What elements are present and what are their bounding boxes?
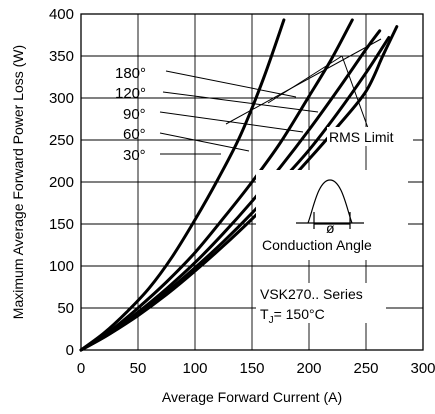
y-tick-label-100: 100 xyxy=(49,258,74,275)
y-tick-label-200: 200 xyxy=(49,174,74,191)
tj-label: TJ= 150°C xyxy=(260,306,325,326)
rms-line-a xyxy=(225,38,382,125)
rms-limit-label: RMS Limit xyxy=(329,129,394,145)
x-tick-label-0: 0 xyxy=(77,360,85,377)
device-info: VSK270.. Series TJ= 150°C xyxy=(256,283,386,326)
y-tick-label-250: 250 xyxy=(49,132,74,149)
device-info-bg xyxy=(256,283,386,323)
tj-prefix: T xyxy=(260,306,269,322)
curve-120-deg xyxy=(79,18,354,352)
label-60: 60° xyxy=(123,126,146,143)
x-tick-label-100: 100 xyxy=(182,360,207,377)
y-tick-label-350: 350 xyxy=(49,48,74,65)
leader-90 xyxy=(159,111,304,133)
curve-30-deg xyxy=(79,25,399,352)
half-sine-waveform xyxy=(307,179,353,224)
tick-layer: 0 50 100 150 200 250 300 0 50 100 150 200 250 300 350 4… xyxy=(49,6,435,377)
tj-value: = 150°C xyxy=(274,306,325,322)
x-tick-label-200: 200 xyxy=(296,360,321,377)
leader-120 xyxy=(162,91,319,113)
plot-frame xyxy=(80,13,424,351)
y-tick-label-150: 150 xyxy=(49,216,74,233)
y-tick-label-300: 300 xyxy=(49,90,74,107)
angle-leader-lines xyxy=(159,70,319,155)
label-180: 180° xyxy=(115,65,146,82)
series-label: VSK270.. Series xyxy=(260,286,363,302)
label-30: 30° xyxy=(123,147,146,164)
x-tick-label-300: 300 xyxy=(410,360,435,377)
x-tick-label-150: 150 xyxy=(239,360,264,377)
phi-symbol: ø xyxy=(326,220,335,236)
y-tick-label-50: 50 xyxy=(57,300,74,317)
inset-bg xyxy=(256,170,408,260)
leader-60 xyxy=(159,132,250,152)
curve-180-deg xyxy=(79,18,286,352)
y-axis-title: Maximum Average Forward Power Loss (W) xyxy=(10,45,26,319)
rms-line-b xyxy=(267,55,343,104)
x-tick-label-250: 250 xyxy=(353,360,378,377)
x-tick-label-50: 50 xyxy=(130,360,147,377)
y-tick-label-0: 0 xyxy=(66,342,74,359)
label-90: 90° xyxy=(123,106,146,123)
x-axis-title: Average Forward Current (A) xyxy=(162,389,342,405)
rms-label-bg xyxy=(327,127,413,146)
tj-subscript: J xyxy=(269,315,274,326)
label-120: 120° xyxy=(115,85,146,102)
leader-180 xyxy=(165,70,297,98)
conduction-angle-inset: ø Conduction Angle xyxy=(256,170,408,260)
curve-layer xyxy=(79,18,399,352)
conduction-angle-label: Conduction Angle xyxy=(262,237,372,253)
y-tick-label-400: 400 xyxy=(49,6,74,23)
rms-limit-lines xyxy=(225,38,382,143)
